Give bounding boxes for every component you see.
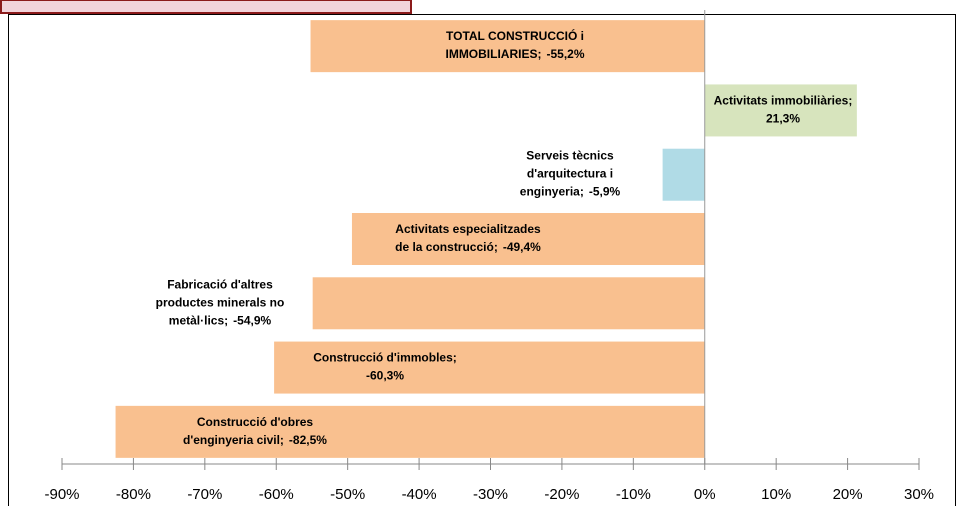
value-label: -55,2% (546, 47, 584, 61)
data-label-line: Construcció d'obres (197, 415, 314, 429)
data-label-line: Serveis tècnics (526, 149, 614, 163)
data-label: TOTAL CONSTRUCCIÓ i IMMOBILIARIES; -55,2% (445, 28, 584, 61)
value-label: -82,5% (289, 433, 327, 447)
bar (351, 213, 705, 265)
bar (274, 341, 705, 394)
x-tick-label: 0% (694, 486, 716, 503)
x-tick-label: 30% (904, 486, 934, 503)
value-label: 21,3% (766, 112, 800, 126)
x-tick-label: -90% (44, 486, 79, 503)
data-label: Construcció d'obres d'enginyeria civil; -8… (183, 415, 327, 447)
data-label-line: IMMOBILIARIES; (445, 47, 541, 61)
bar (312, 277, 705, 330)
x-tick-label: -60% (259, 486, 294, 503)
data-label-line: TOTAL CONSTRUCCIÓ i (446, 28, 584, 43)
x-tick-label: -40% (402, 486, 437, 503)
header-box (0, 0, 412, 14)
value-label: -54,9% (233, 313, 271, 327)
data-label-line: d'arquitectura i (527, 167, 613, 181)
data-label-line: productes minerals no (156, 295, 285, 309)
data-label: Serveis tècnics d'arquitectura i enginyeri… (520, 149, 621, 199)
data-label-line: de la construcció; (395, 240, 498, 254)
data-label-line: Activitats immobiliàries; (714, 94, 853, 108)
data-label: Activitats immobiliàries; 21,3% (714, 94, 853, 126)
data-label: Activitats especialitzades de la construc… (395, 222, 541, 254)
data-label-line: Construcció d'immobles; (313, 351, 457, 365)
x-tick-label: -50% (330, 486, 365, 503)
data-label: Construcció d'immobles; -60,3% (313, 351, 457, 383)
data-label-line: metàl·lics; (169, 313, 228, 327)
chart-frame (8, 14, 956, 506)
data-label-line: Fabricació d'altres (167, 277, 273, 291)
value-label: -60,3% (366, 369, 404, 383)
bar (115, 405, 705, 458)
x-tick-label: -10% (616, 486, 651, 503)
value-label: -5,9% (589, 185, 621, 199)
data-label-line: d'enginyeria civil; (183, 433, 284, 447)
bar (662, 148, 705, 201)
bar (310, 20, 705, 73)
x-tick-label: -70% (187, 486, 222, 503)
x-tick-label: -30% (473, 486, 508, 503)
x-tick-label: -80% (116, 486, 151, 503)
x-tick-label: -20% (544, 486, 579, 503)
data-label-line: Activitats especialitzades (395, 222, 541, 236)
x-tick-label: 20% (833, 486, 863, 503)
data-label: Fabricació d'altres productes minerals no… (156, 277, 285, 327)
data-label-line: enginyeria; (520, 185, 584, 199)
value-label: -49,4% (503, 240, 541, 254)
bar (704, 84, 857, 137)
x-tick-label: 10% (761, 486, 791, 503)
